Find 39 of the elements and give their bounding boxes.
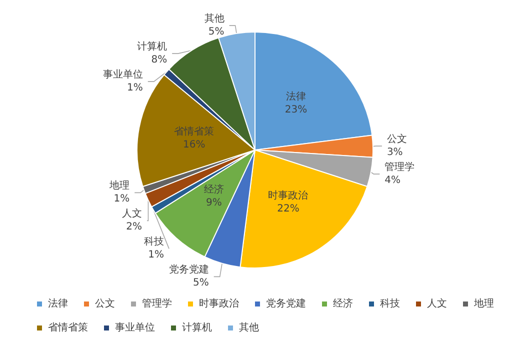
slice-label: 党务党建 xyxy=(168,264,209,276)
slice-label: 时事政治 xyxy=(268,189,308,202)
data-label: 23% xyxy=(284,104,308,116)
legend-label: 党务党建 xyxy=(266,298,306,310)
slice-label: 其他 xyxy=(204,12,224,25)
data-label: 8% xyxy=(151,54,168,66)
slice-label: 事业单位 xyxy=(102,68,143,81)
slice-label: 科技 xyxy=(144,236,164,248)
data-label: 1% xyxy=(148,250,164,261)
data-label: 9% xyxy=(206,198,222,209)
slice-label: 管理学 xyxy=(384,161,415,174)
data-label: 16% xyxy=(182,139,206,150)
legend-label: 公文 xyxy=(95,298,115,310)
data-label: 1% xyxy=(114,194,130,205)
legend-label: 地理 xyxy=(473,298,494,310)
legend-label: 计算机 xyxy=(182,322,212,334)
data-label: 22% xyxy=(277,203,300,214)
data-label: 5% xyxy=(208,26,224,38)
data-label: 3% xyxy=(386,147,403,158)
data-label: 1% xyxy=(127,82,143,94)
data-label: 5% xyxy=(192,278,209,289)
legend-label: 管理学 xyxy=(142,298,172,310)
legend-label: 法律 xyxy=(48,298,68,310)
data-label: 4% xyxy=(384,175,401,186)
slice-label: 公文 xyxy=(386,133,407,146)
data-label: 2% xyxy=(126,222,142,233)
legend-label: 其他 xyxy=(239,322,259,334)
legend-label: 人文 xyxy=(427,298,447,310)
legend-label: 科技 xyxy=(380,298,400,310)
legend-label: 经济 xyxy=(333,298,353,310)
legend-label: 省情省策 xyxy=(48,322,88,334)
slice-label: 计算机 xyxy=(137,40,168,53)
slice-label: 地理 xyxy=(108,180,130,192)
legend-label: 时事政治 xyxy=(199,298,239,310)
slice-label: 经济 xyxy=(204,184,224,196)
slice-label: 人文 xyxy=(122,208,142,220)
legend-label: 事业单位 xyxy=(115,322,155,334)
slice-label: 省情省策 xyxy=(174,125,214,138)
slice-label: 法律 xyxy=(286,90,306,102)
